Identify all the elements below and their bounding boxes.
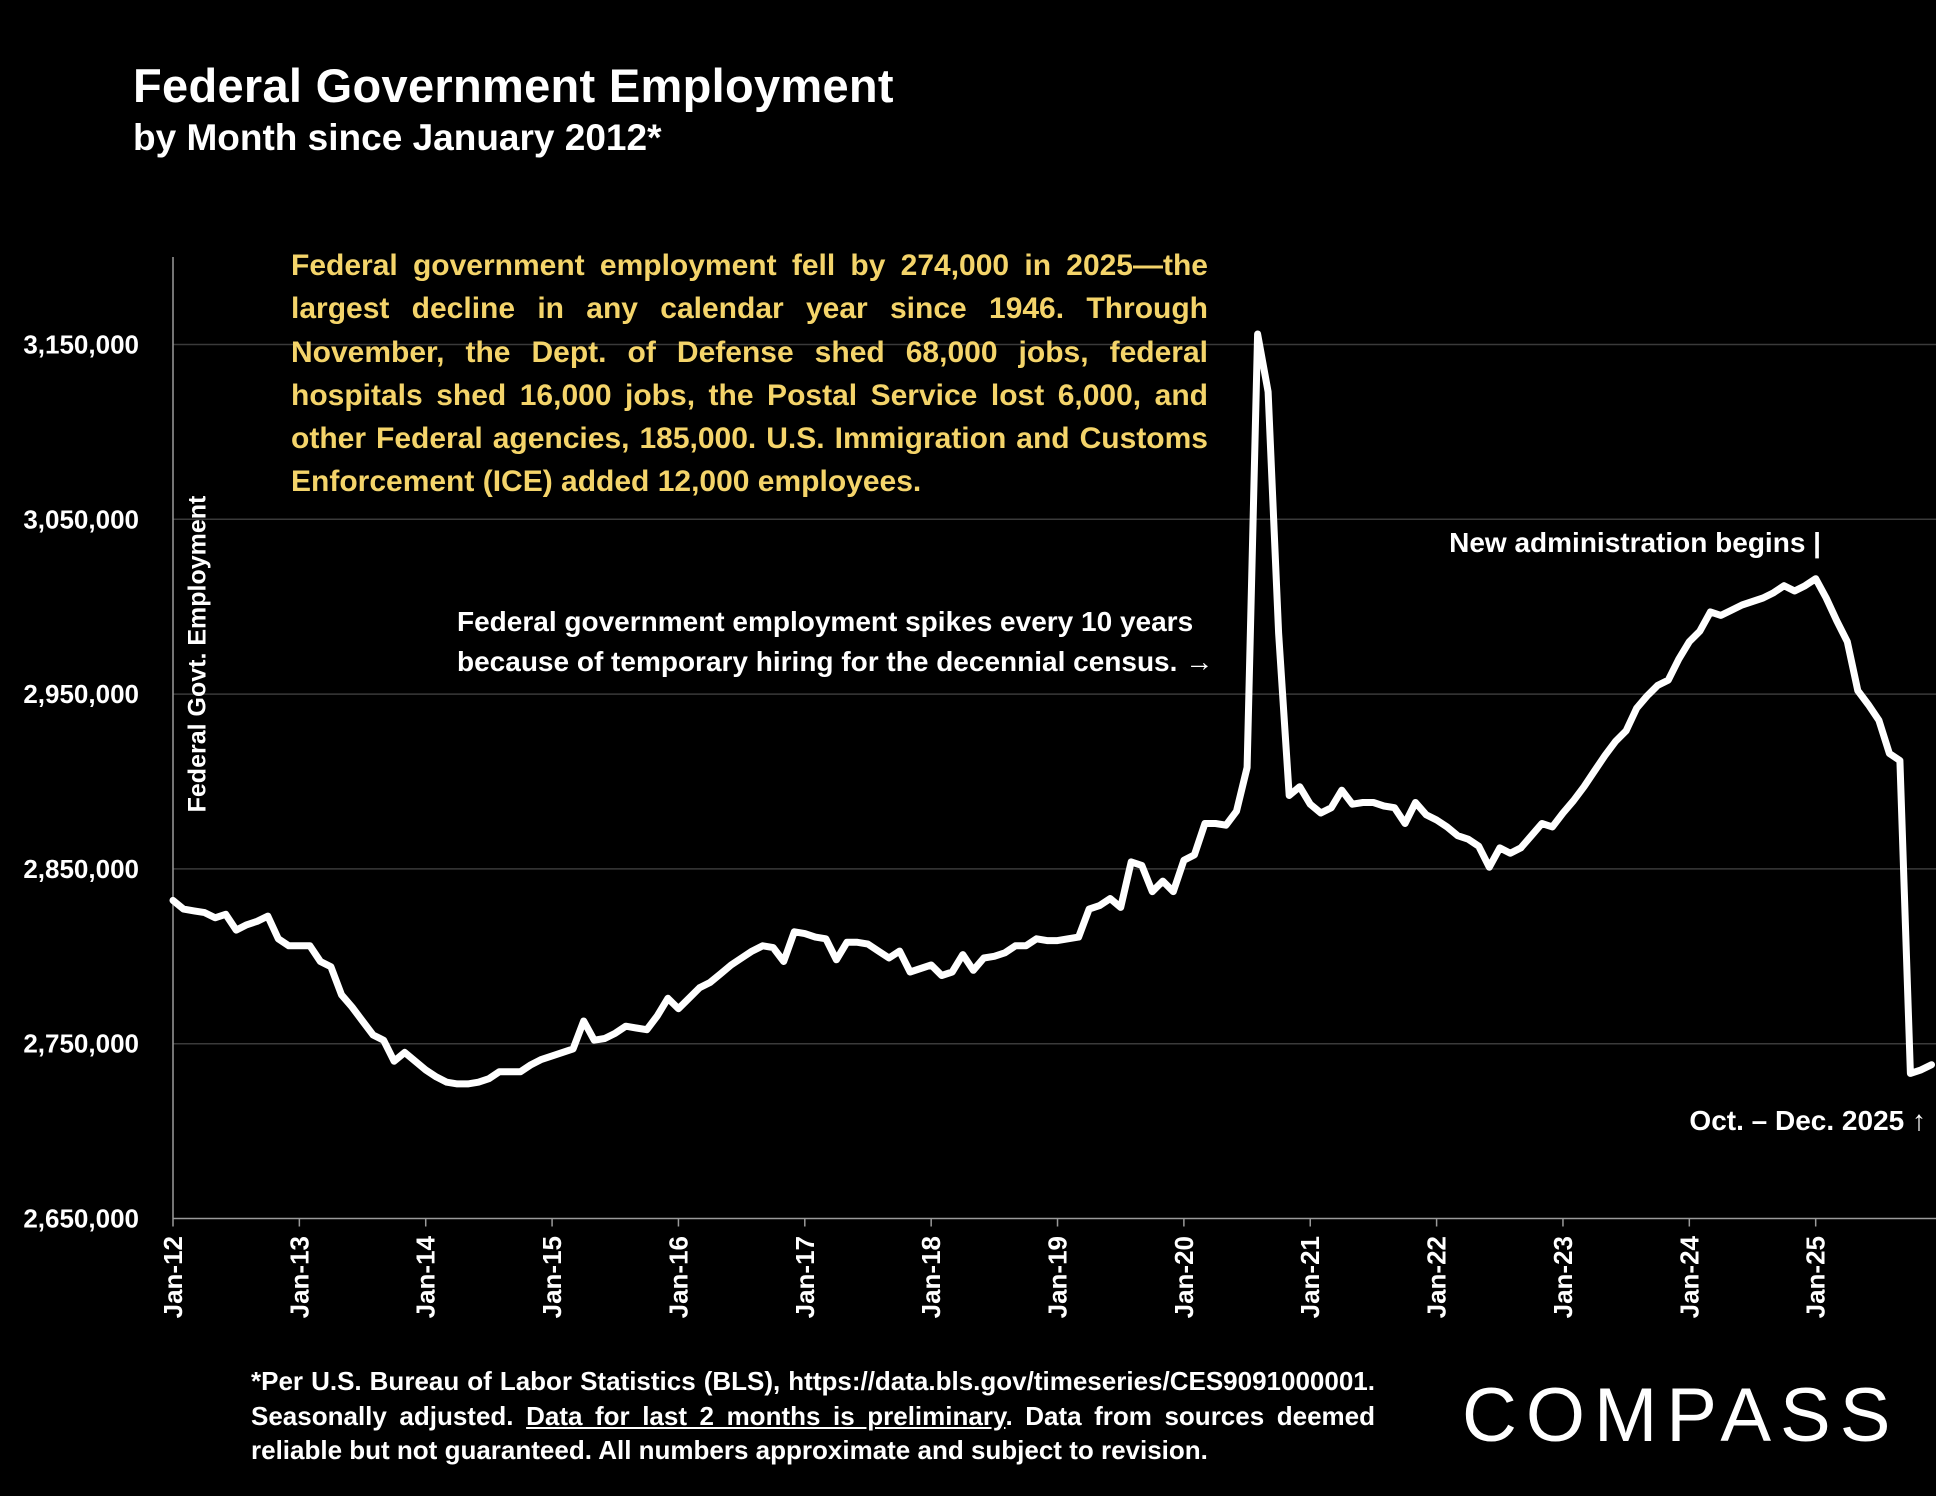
y-tick-label: 2,850,000: [23, 854, 139, 884]
y-tick-label: 2,750,000: [23, 1029, 139, 1059]
x-tick-label: Jan-22: [1422, 1236, 1452, 1318]
footnote-part2: . Data from sources deemed reliable but …: [251, 1400, 1376, 1466]
x-tick-label: Jan-18: [916, 1236, 946, 1318]
x-tick-label: Jan-12: [158, 1236, 188, 1318]
x-tick-label: Jan-21: [1295, 1236, 1325, 1318]
census-annotation: Federal government employment spikes eve…: [457, 602, 1213, 682]
x-tick-label: Jan-14: [411, 1235, 441, 1318]
x-tick-label: Jan-23: [1548, 1236, 1578, 1318]
x-tick-label: Jan-19: [1043, 1236, 1073, 1318]
chart-title: Federal Government Employment: [133, 59, 894, 112]
x-tick-label: Jan-13: [284, 1236, 314, 1318]
y-tick-label: 3,050,000: [23, 504, 139, 534]
x-tick-label: Jan-20: [1169, 1236, 1199, 1318]
y-tick-label: 3,150,000: [23, 330, 139, 360]
x-tick-label: Jan-15: [537, 1236, 567, 1318]
census-annotation-line1: Federal government employment spikes eve…: [457, 606, 1194, 637]
x-tick-label: Jan-24: [1674, 1235, 1704, 1318]
oct-dec-2025-annotation: Oct. – Dec. 2025 ↑: [1689, 1105, 1926, 1136]
employment-series-line: [169, 330, 1935, 1088]
census-annotation-line2: because of temporary hiring for the dece…: [457, 646, 1214, 677]
new-administration-annotation: New administration begins |: [1449, 527, 1821, 558]
x-tick-label: Jan-17: [790, 1236, 820, 1318]
callout-text: Federal government employment fell by 27…: [291, 249, 1208, 499]
x-tick-label: Jan-16: [663, 1236, 693, 1318]
footnote-part1: *Per U.S. Bureau of Labor Statistics (BL…: [251, 1366, 1375, 1431]
compass-logo: COMPASS: [1462, 1373, 1900, 1458]
y-tick-label: 2,950,000: [23, 679, 139, 709]
footnote: *Per U.S. Bureau of Labor Statistics (BL…: [251, 1364, 1375, 1468]
x-tick-label: Jan-25: [1801, 1236, 1831, 1318]
y-axis-label: Federal Govt. Employment: [183, 495, 212, 813]
y-tick-label: 2,650,000: [23, 1204, 139, 1234]
chart-subtitle: by Month since January 2012*: [133, 117, 662, 158]
footnote-preliminary-note: Data for last 2 months is preliminary: [526, 1400, 1006, 1431]
